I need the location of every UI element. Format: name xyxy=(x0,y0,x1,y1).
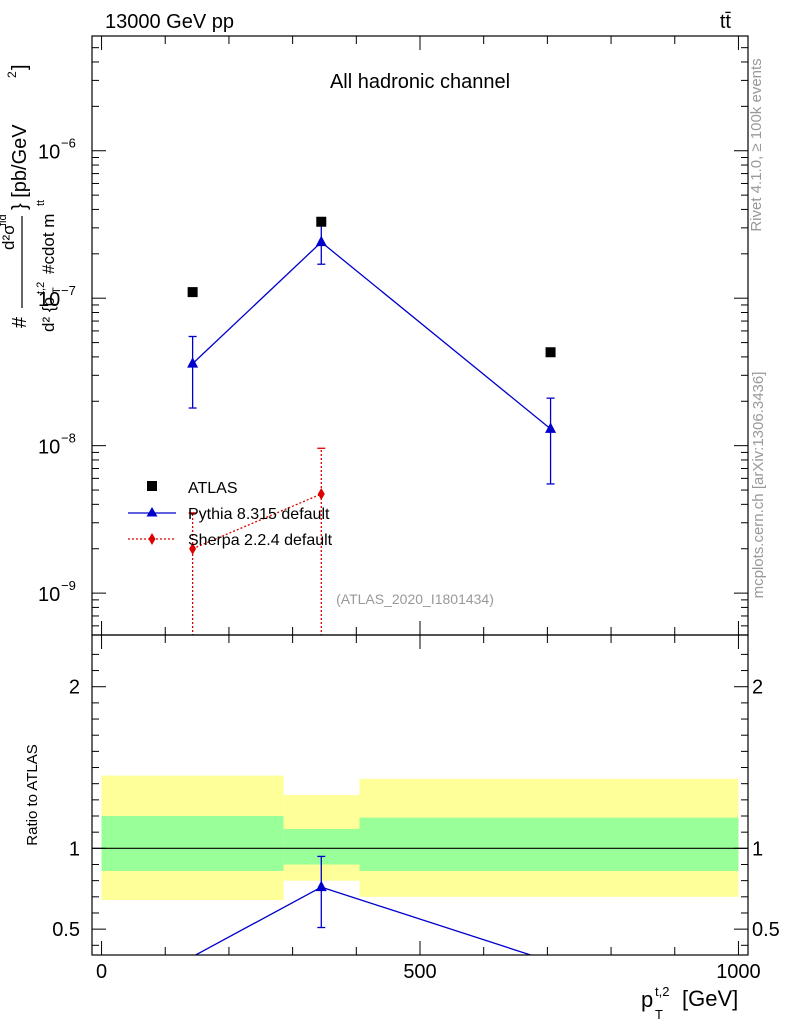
xlabel-sub: T xyxy=(655,1007,663,1022)
pythia-point xyxy=(187,357,199,368)
ratio-y-tick-label-right: 1 xyxy=(752,838,763,860)
ratio-data-layer xyxy=(194,855,533,955)
ylabel-cdot: #cdot m xyxy=(39,214,58,274)
ylabel-hash: # xyxy=(9,316,31,328)
main-panel: All hadronic channel (ATLAS_2020_I180143… xyxy=(38,35,749,636)
x-tick-labels: 0 500 1000 xyxy=(96,961,761,983)
sherpa-line xyxy=(192,493,322,550)
ratio-frame xyxy=(91,634,749,956)
sherpa-point xyxy=(317,488,325,501)
pythia-point xyxy=(315,235,327,247)
ratio-y-tick-label-right: 2 xyxy=(752,677,763,699)
main-axis-ticks xyxy=(92,35,748,635)
xlabel-p: p xyxy=(641,987,653,1012)
ratio-band-inner xyxy=(101,816,284,871)
ratio-y-tick-label-left: 0.5 xyxy=(52,919,80,941)
legend-atlas-label: ATLAS xyxy=(188,480,238,497)
main-y-axis-label: # d²σ fid d² {p T t,2 #cdot m tt } [pb/G… xyxy=(0,64,63,332)
ratio-axis-ticks xyxy=(92,635,748,955)
atlas-point xyxy=(545,347,556,358)
main-y-tick-label-exponent: −6 xyxy=(61,136,76,151)
sherpa-point xyxy=(189,542,197,555)
main-y-tick-label-base: 10 xyxy=(38,437,60,459)
xlabel-unit: [GeV] xyxy=(682,986,738,1011)
ratio-y-tick-label-right: 0.5 xyxy=(752,919,780,941)
chart-title: All hadronic channel xyxy=(330,71,510,93)
ratio-bands xyxy=(92,775,748,901)
atlas-point xyxy=(187,287,198,298)
x-axis-label: p t,2 T [GeV] xyxy=(641,984,738,1022)
ratio-pythia-point xyxy=(315,880,327,892)
x-tick-label: 500 xyxy=(403,961,436,983)
main-y-tick-labels: 10−910−810−710−6 xyxy=(38,136,76,606)
header-energy: 13000 GeV pp xyxy=(105,11,234,33)
ylabel-denominator: d² {p xyxy=(39,297,58,332)
ratio-y-tick-labels: 0.5 0.5 1 1 2 2 xyxy=(52,677,780,941)
x-tick-label: 0 xyxy=(96,961,107,983)
ratio-y-tick-label-left: 2 xyxy=(69,677,80,699)
x-tick-label: 1000 xyxy=(716,961,761,983)
main-data-layer xyxy=(187,216,557,635)
ylabel-tail: } [pb/GeV xyxy=(9,124,31,210)
legend: ATLAS Pythia 8.315 default Sherpa 2.2.4 … xyxy=(128,480,333,549)
ylabel-numerator: d²σ xyxy=(0,224,18,250)
legend-pythia-marker xyxy=(146,507,158,517)
rivet-version-label: Rivet 4.1.0, ≥ 100k events xyxy=(748,58,765,231)
ratio-band-inner xyxy=(359,817,739,871)
xlabel-sup: t,2 xyxy=(655,984,669,999)
main-y-tick-label-base: 10 xyxy=(38,289,60,311)
main-y-tick-label-exponent: −9 xyxy=(61,578,76,593)
pythia-line xyxy=(192,241,551,430)
atlas-point xyxy=(316,216,327,227)
main-y-tick-label-base: 10 xyxy=(38,584,60,606)
ylabel-numerator-sup: fid xyxy=(0,214,9,226)
ylabel-denominator-sub: T xyxy=(51,287,63,294)
main-y-tick-label-exponent: −8 xyxy=(61,431,76,446)
ylabel-cdot-sup: tt xyxy=(35,200,47,206)
ylabel-close: ] xyxy=(9,64,31,70)
analysis-tag: (ATLAS_2020_I1801434) xyxy=(336,591,494,607)
ratio-panel: 0.5 0.5 1 1 2 2 0 500 1000 xyxy=(52,634,780,983)
ratio-y-tick-label-left: 1 xyxy=(69,838,80,860)
legend-pythia-label: Pythia 8.315 default xyxy=(188,506,330,523)
header-process: tt̄ xyxy=(720,11,732,33)
mcplots-label: mcplots.cern.ch [arXiv:1306.3436] xyxy=(750,372,767,599)
ylabel-denominator-sup: t,2 xyxy=(35,282,47,294)
legend-sherpa-label: Sherpa 2.2.4 default xyxy=(188,532,333,549)
ylabel-tail-sup: 2 xyxy=(5,71,19,78)
legend-sherpa-marker xyxy=(148,533,156,545)
legend-atlas-marker xyxy=(147,481,157,491)
ratio-y-axis-label: Ratio to ATLAS xyxy=(24,744,41,845)
main-y-tick-label-exponent: −7 xyxy=(61,283,76,298)
main-y-tick-label-base: 10 xyxy=(38,142,60,164)
pythia-point xyxy=(545,422,557,433)
